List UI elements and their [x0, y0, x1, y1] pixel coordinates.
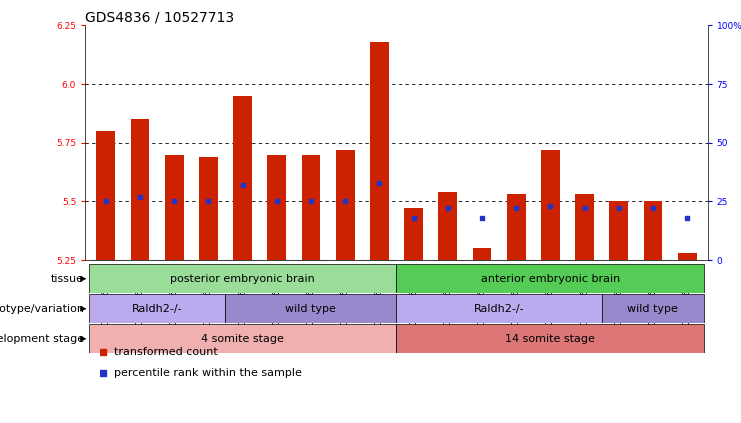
Bar: [507, 195, 525, 260]
Bar: [602, 294, 704, 323]
Text: tissue: tissue: [51, 274, 84, 284]
Bar: [336, 150, 354, 260]
Bar: [370, 42, 389, 260]
Text: genotype/variation: genotype/variation: [0, 304, 84, 314]
Bar: [396, 25, 398, 260]
Bar: [609, 201, 628, 260]
Bar: [225, 294, 396, 323]
Bar: [199, 157, 218, 260]
Bar: [541, 150, 559, 260]
Text: percentile rank within the sample: percentile rank within the sample: [113, 368, 302, 378]
Bar: [575, 195, 594, 260]
Text: 14 somite stage: 14 somite stage: [505, 334, 595, 344]
Bar: [89, 294, 225, 323]
Bar: [473, 248, 491, 260]
Bar: [165, 154, 184, 260]
Bar: [130, 119, 150, 260]
Bar: [302, 154, 320, 260]
Bar: [89, 324, 396, 353]
Text: Raldh2-/-: Raldh2-/-: [473, 304, 525, 314]
Bar: [233, 96, 252, 260]
Bar: [396, 264, 704, 293]
Text: posterior embryonic brain: posterior embryonic brain: [170, 274, 315, 284]
Bar: [643, 201, 662, 260]
Bar: [396, 294, 602, 323]
Text: wild type: wild type: [285, 304, 336, 314]
Text: transformed count: transformed count: [113, 347, 217, 357]
Text: anterior embryonic brain: anterior embryonic brain: [481, 274, 620, 284]
Text: wild type: wild type: [628, 304, 678, 314]
Bar: [96, 131, 115, 260]
Text: Raldh2-/-: Raldh2-/-: [132, 304, 182, 314]
Bar: [268, 154, 286, 260]
Text: development stage: development stage: [0, 334, 84, 344]
Text: 4 somite stage: 4 somite stage: [201, 334, 284, 344]
Bar: [404, 209, 423, 260]
Bar: [678, 253, 697, 260]
Bar: [89, 264, 396, 293]
Text: GDS4836 / 10527713: GDS4836 / 10527713: [85, 10, 234, 24]
Bar: [439, 192, 457, 260]
Bar: [396, 324, 704, 353]
